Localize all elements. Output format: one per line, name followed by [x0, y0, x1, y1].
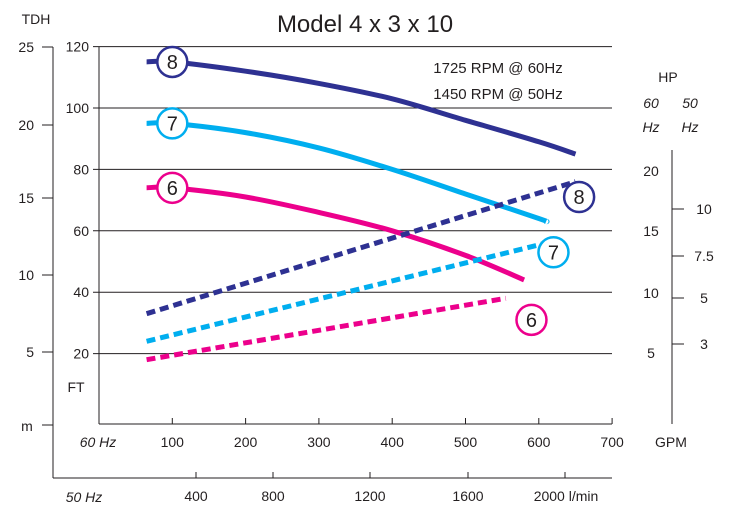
lpm-tick-label: 800: [261, 488, 285, 504]
ft-tick-label: 20: [73, 346, 89, 362]
curve-marker-7: 7: [156, 107, 189, 140]
curve-marker-6: 6: [515, 303, 548, 337]
hp-axis-title: HP: [658, 69, 677, 85]
curve-marker-label: 6: [167, 178, 178, 200]
ft-tick-label: 40: [73, 284, 89, 300]
power-curve-6: [146, 295, 507, 363]
gridlines: [93, 46, 612, 355]
annotation-60hz: 1725 RPM @ 60Hz: [433, 60, 562, 77]
hp-60hz-tick-label: 10: [643, 285, 659, 301]
curve-marker-6: 6: [156, 171, 189, 205]
curve-marker-8: 8: [156, 45, 189, 79]
lpm-tick-label: 1200: [354, 488, 385, 504]
hp-60hz-tick-label: 20: [643, 163, 659, 179]
series: [145, 58, 577, 363]
lpm-tick-label: 1600: [452, 488, 483, 504]
curve-marker-7: 7: [537, 236, 570, 269]
annotation-50hz: 1450 RPM @ 50Hz: [433, 86, 562, 103]
head-curve-6: [146, 184, 526, 283]
curve-marker-label: 6: [526, 310, 537, 332]
power-curve-8: [145, 179, 577, 317]
hp-50hz-tick-label: 3: [700, 336, 708, 352]
chart-title: Model 4 x 3 x 10: [277, 11, 453, 38]
curve-marker-circle: [515, 303, 548, 337]
tdh-axis-label: TDH: [22, 11, 51, 27]
curve-marker-circle: [537, 236, 570, 269]
hp-60hz-tick-label: 15: [643, 223, 659, 239]
gpm-tick-label: 100: [161, 434, 185, 450]
flow-50hz-label: 50 Hz: [66, 489, 103, 505]
ft-unit-label: FT: [67, 379, 85, 395]
m-tick-label: 10: [18, 267, 34, 283]
m-tick-label: 15: [18, 190, 34, 206]
curve-marker-label: 8: [167, 52, 178, 74]
hp-50hz-tick-label: 5: [700, 290, 708, 306]
m-unit-label: m: [21, 418, 33, 434]
curve-marker-label: 7: [548, 242, 559, 264]
gpm-tick-label: 600: [527, 434, 551, 450]
hp-50hz-label-line2: Hz: [681, 119, 698, 135]
lpm-tick-label: 2000 l/min: [534, 488, 599, 504]
curve-marker-8: 8: [562, 180, 596, 214]
hp-60hz-tick-label: 5: [647, 345, 655, 361]
flow-60hz-label: 60 Hz: [80, 434, 117, 450]
markers: 8 7 6 8 7 6: [156, 45, 596, 337]
curve-marker-label: 8: [574, 187, 585, 209]
gpm-tick-label: 300: [307, 434, 331, 450]
hp-60hz-label-line1: 60: [643, 95, 659, 111]
curve-marker-label: 7: [167, 113, 178, 135]
ft-tick-label: 100: [66, 100, 90, 116]
ft-tick-label: 80: [73, 161, 89, 177]
hp-50hz-label-line1: 50: [682, 95, 698, 111]
hp-50hz-tick-label: 7.5: [694, 248, 714, 264]
ft-tick-label: 60: [73, 223, 89, 239]
ft-tick-label: 120: [66, 39, 90, 55]
curve-marker-circle: [156, 171, 189, 205]
lpm-tick-label: 400: [184, 488, 208, 504]
gpm-tick-label: 400: [381, 434, 405, 450]
gpm-tick-label: 200: [234, 434, 258, 450]
m-tick-label: 5: [26, 344, 34, 360]
curve-marker-circle: [156, 45, 189, 79]
curve-marker-circle: [562, 180, 596, 214]
gpm-tick-label: 700: [600, 434, 624, 450]
hp-60hz-label-line2: Hz: [642, 119, 659, 135]
gpm-unit-label: GPM: [655, 434, 687, 450]
m-tick-label: 20: [18, 117, 34, 133]
curve-marker-circle: [156, 107, 189, 140]
gpm-tick-label: 500: [454, 434, 478, 450]
axes: 20 40 60 80 100 120 5 10 15 20 25 100 200 300 400 500 60…: [18, 39, 714, 504]
hp-50hz-tick-label: 10: [696, 201, 712, 217]
m-tick-label: 25: [18, 39, 34, 55]
